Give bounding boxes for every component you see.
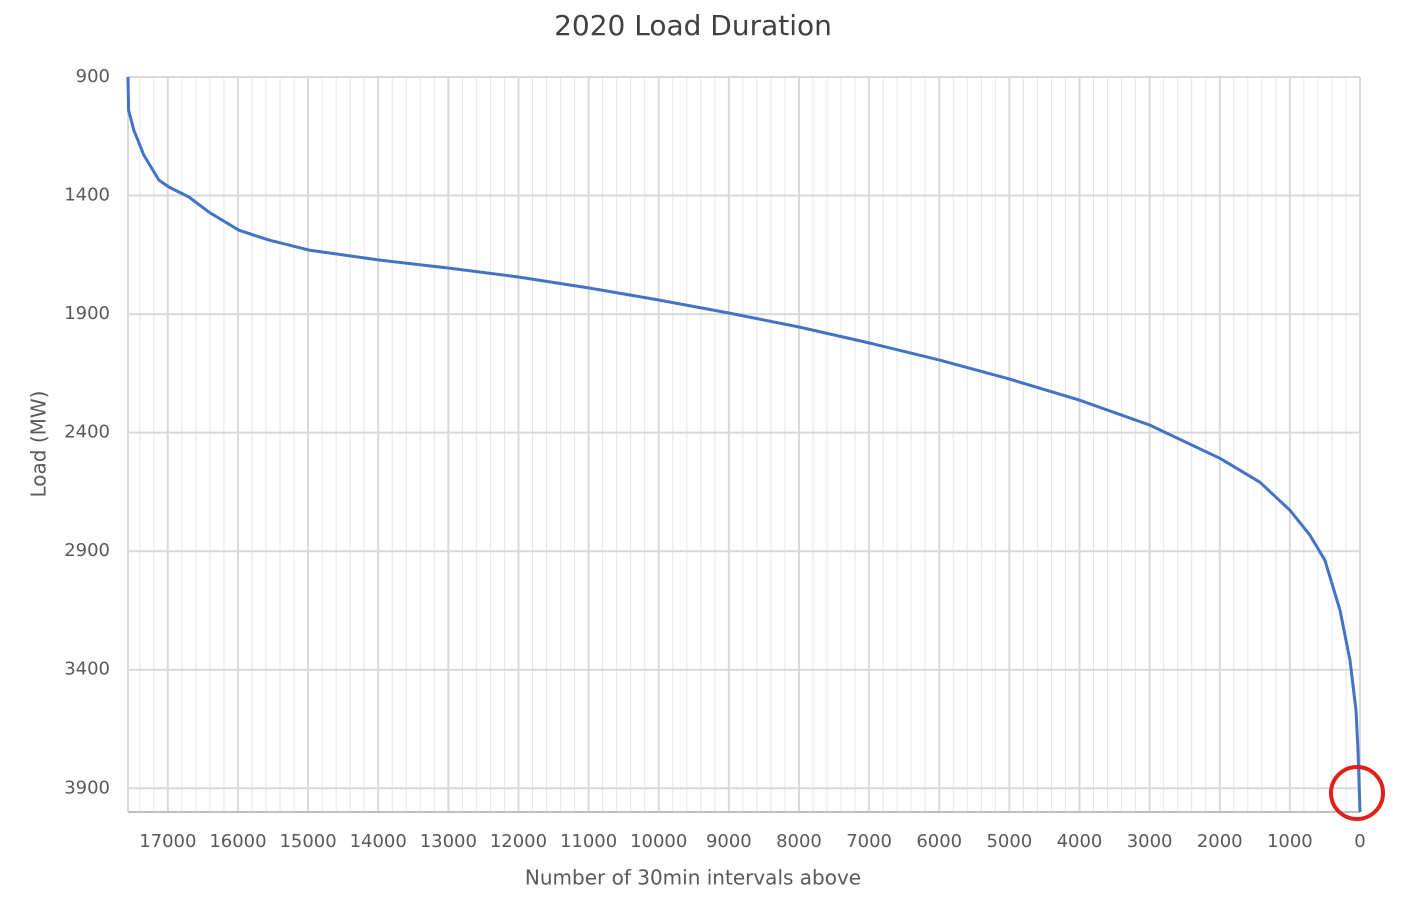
y-tick-label: 1900 bbox=[64, 303, 110, 324]
grid bbox=[127, 76, 1361, 813]
x-tick-label: 4000 bbox=[1057, 831, 1103, 852]
y-tick-label: 1400 bbox=[64, 185, 110, 206]
line-series bbox=[126, 76, 1362, 813]
x-tick-label: 14000 bbox=[350, 831, 407, 852]
x-tick-label: 3000 bbox=[1127, 831, 1173, 852]
plot bbox=[126, 76, 1362, 813]
chart-title: 2020 Load Duration bbox=[554, 9, 832, 42]
x-tick-label: 0 bbox=[1354, 831, 1365, 852]
x-tick-label: 16000 bbox=[209, 831, 266, 852]
y-axis-label: Load (MW) bbox=[27, 391, 51, 498]
x-tick-label: 13000 bbox=[420, 831, 477, 852]
x-tick-label: 1000 bbox=[1267, 831, 1313, 852]
x-axis-label: Number of 30min intervals above bbox=[525, 866, 861, 890]
x-tick-label: 15000 bbox=[279, 831, 336, 852]
x-tick-label: 5000 bbox=[986, 831, 1032, 852]
x-tick-label: 11000 bbox=[560, 831, 617, 852]
x-tick-label: 17000 bbox=[139, 831, 196, 852]
x-tick-label: 8000 bbox=[776, 831, 822, 852]
y-tick-label: 3900 bbox=[64, 777, 110, 798]
highlight-circle bbox=[1329, 765, 1385, 821]
x-tick-label: 6000 bbox=[916, 831, 962, 852]
x-tick-label: 2000 bbox=[1197, 831, 1243, 852]
y-tick-label: 3400 bbox=[64, 659, 110, 680]
x-tick-label: 9000 bbox=[706, 831, 752, 852]
y-tick-label: 2400 bbox=[64, 422, 110, 443]
x-tick-label: 12000 bbox=[490, 831, 547, 852]
y-tick-label: 900 bbox=[76, 66, 110, 87]
y-tick-label: 2900 bbox=[64, 540, 110, 561]
x-tick-label: 10000 bbox=[630, 831, 687, 852]
x-tick-label: 7000 bbox=[846, 831, 892, 852]
